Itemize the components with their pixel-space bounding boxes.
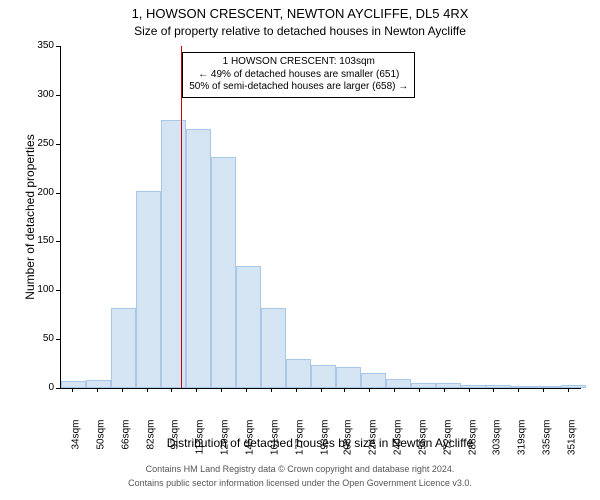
x-tick-label: 319sqm xyxy=(516,420,527,468)
y-tick xyxy=(56,95,60,96)
histogram-bar xyxy=(511,386,536,388)
histogram-bar xyxy=(61,381,86,388)
x-tick-label: 34sqm xyxy=(71,420,82,468)
histogram-bar xyxy=(136,191,161,388)
y-tick-label: 100 xyxy=(26,284,54,295)
x-tick xyxy=(469,388,470,392)
histogram-bar xyxy=(336,367,361,388)
x-tick xyxy=(147,388,148,392)
histogram-bar xyxy=(311,365,336,388)
x-tick xyxy=(493,388,494,392)
x-tick xyxy=(246,388,247,392)
footer-line-2: Contains public sector information licen… xyxy=(0,478,600,488)
histogram-bar xyxy=(561,385,586,388)
y-tick xyxy=(56,241,60,242)
x-tick xyxy=(444,388,445,392)
x-tick-label: 113sqm xyxy=(194,420,205,468)
x-tick xyxy=(344,388,345,392)
x-tick xyxy=(419,388,420,392)
x-tick xyxy=(221,388,222,392)
info-line-2: ← 49% of detached houses are smaller (65… xyxy=(189,69,408,82)
histogram-bar xyxy=(436,383,461,388)
x-tick xyxy=(543,388,544,392)
x-tick-label: 129sqm xyxy=(219,420,230,468)
x-tick xyxy=(518,388,519,392)
x-tick xyxy=(369,388,370,392)
y-tick-label: 350 xyxy=(26,40,54,51)
x-tick-label: 97sqm xyxy=(169,420,180,468)
y-tick xyxy=(56,388,60,389)
x-tick xyxy=(394,388,395,392)
x-tick xyxy=(72,388,73,392)
y-tick xyxy=(56,193,60,194)
y-tick-label: 0 xyxy=(26,382,54,393)
histogram-bar xyxy=(111,308,136,388)
y-tick-label: 200 xyxy=(26,187,54,198)
y-tick xyxy=(56,290,60,291)
y-tick-label: 300 xyxy=(26,89,54,100)
x-tick-label: 193sqm xyxy=(319,420,330,468)
x-tick-label: 50sqm xyxy=(96,420,107,468)
x-tick-label: 288sqm xyxy=(468,420,479,468)
histogram-bar xyxy=(361,373,386,388)
histogram-bar xyxy=(261,308,286,388)
histogram-bar xyxy=(536,386,561,388)
histogram-bar xyxy=(486,385,511,388)
info-line-1: 1 HOWSON CRESCENT: 103sqm xyxy=(189,56,408,69)
histogram-bar xyxy=(386,379,411,388)
histogram-bar xyxy=(186,129,211,388)
x-tick-label: 224sqm xyxy=(368,420,379,468)
x-tick xyxy=(122,388,123,392)
x-tick xyxy=(171,388,172,392)
y-tick xyxy=(56,339,60,340)
x-tick-label: 351sqm xyxy=(566,420,577,468)
x-tick xyxy=(271,388,272,392)
x-tick xyxy=(97,388,98,392)
x-tick xyxy=(196,388,197,392)
x-tick-label: 256sqm xyxy=(418,420,429,468)
histogram-bar xyxy=(411,383,436,388)
x-tick-label: 272sqm xyxy=(443,420,454,468)
x-tick-label: 335sqm xyxy=(541,420,552,468)
x-tick-label: 177sqm xyxy=(294,420,305,468)
x-tick-label: 208sqm xyxy=(343,420,354,468)
y-tick-label: 50 xyxy=(26,333,54,344)
x-tick-label: 303sqm xyxy=(491,420,502,468)
title-line-1: 1, HOWSON CRESCENT, NEWTON AYCLIFFE, DL5… xyxy=(0,6,600,21)
y-tick-label: 150 xyxy=(26,235,54,246)
chart-container: 1, HOWSON CRESCENT, NEWTON AYCLIFFE, DL5… xyxy=(0,0,600,500)
histogram-bar xyxy=(286,359,311,388)
info-line-3: 50% of semi-detached houses are larger (… xyxy=(189,81,408,94)
histogram-bar xyxy=(461,385,486,388)
x-tick-label: 161sqm xyxy=(269,420,280,468)
x-tick xyxy=(568,388,569,392)
x-tick-label: 240sqm xyxy=(393,420,404,468)
histogram-bar xyxy=(86,380,111,388)
x-tick-label: 82sqm xyxy=(146,420,157,468)
info-box: 1 HOWSON CRESCENT: 103sqm ← 49% of detac… xyxy=(182,52,415,98)
y-tick xyxy=(56,144,60,145)
histogram-bar xyxy=(211,157,236,388)
y-tick xyxy=(56,46,60,47)
x-tick xyxy=(321,388,322,392)
histogram-bar xyxy=(236,266,261,388)
x-tick-label: 145sqm xyxy=(244,420,255,468)
x-tick xyxy=(296,388,297,392)
title-line-2: Size of property relative to detached ho… xyxy=(0,24,600,38)
x-tick-label: 66sqm xyxy=(121,420,132,468)
y-tick-label: 250 xyxy=(26,138,54,149)
